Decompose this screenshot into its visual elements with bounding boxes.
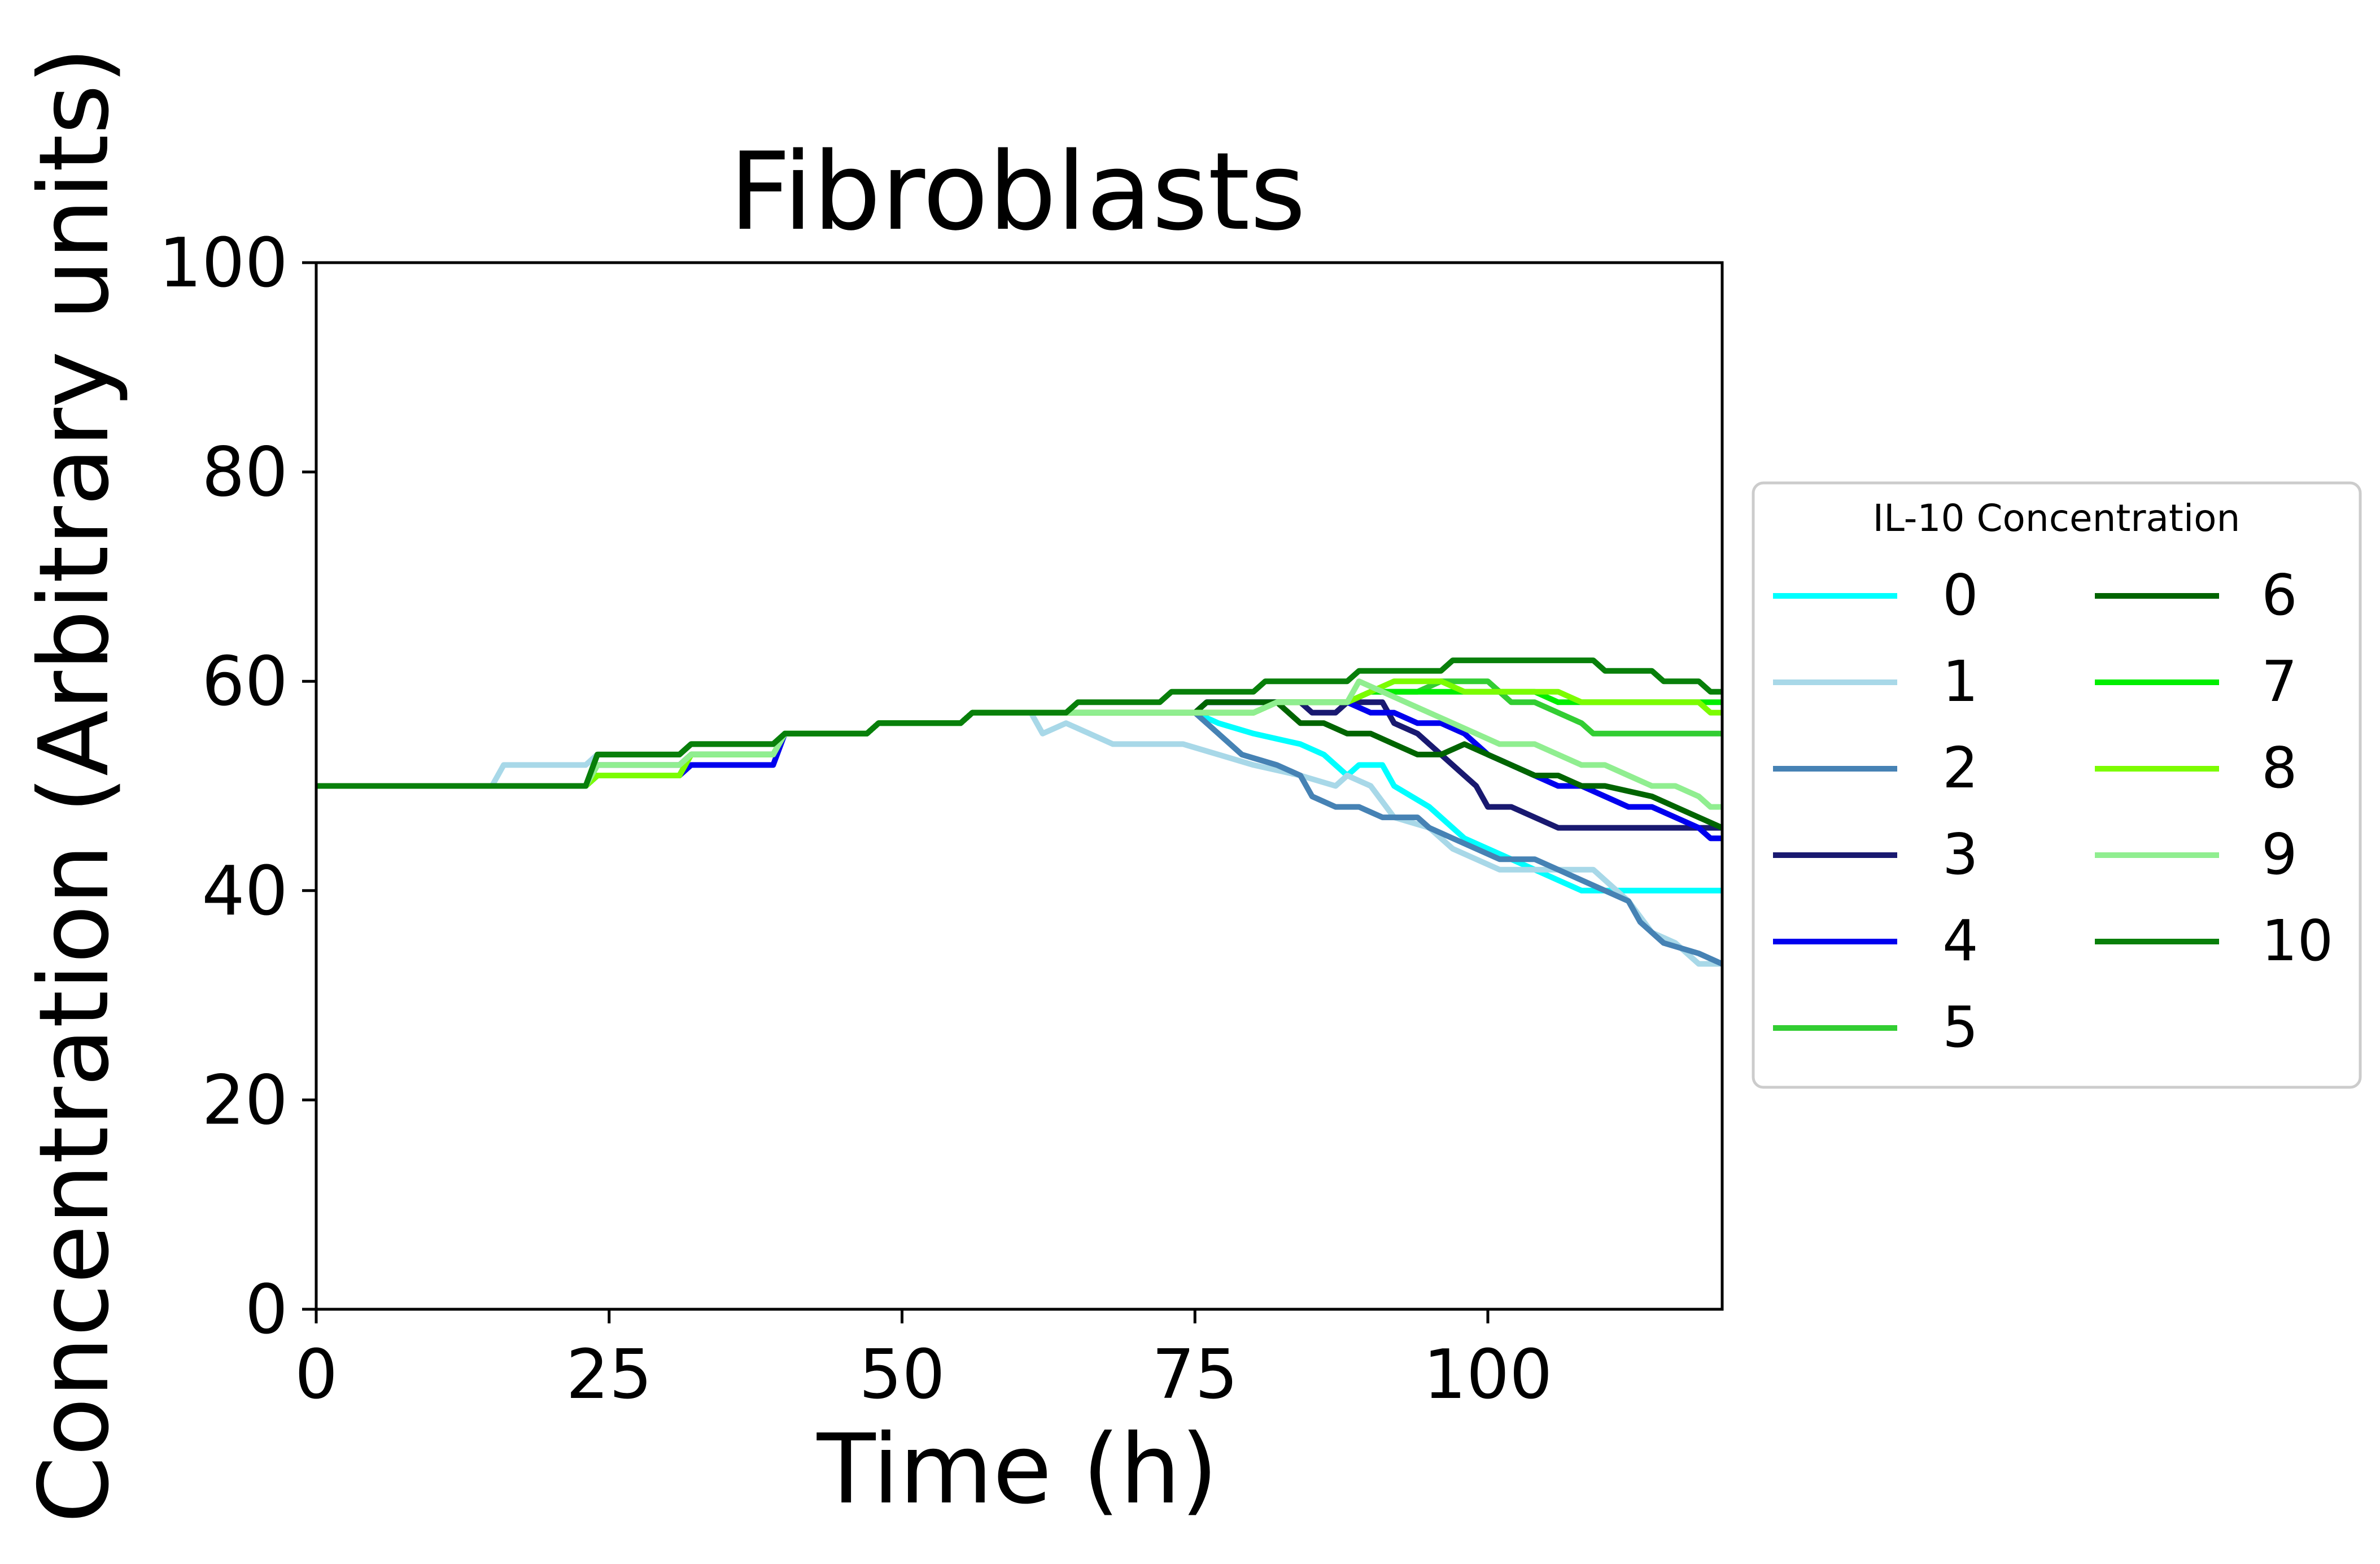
y-tick-label: 60 — [202, 643, 288, 721]
legend-label-5: 5 — [1942, 994, 1979, 1060]
series-line-4 — [316, 699, 1722, 842]
legend: IL-10 Concentration 0 1 2 3 4 5 6 7 8 9 10 — [1752, 481, 2362, 1089]
legend-items: 0 1 2 3 4 5 6 7 8 9 10 — [1773, 562, 2333, 1060]
x-tick-label: 0 — [295, 1336, 338, 1414]
x-tick-label: 50 — [859, 1336, 945, 1414]
x-axis-label: Time (h) — [816, 1414, 1218, 1526]
series-line-9 — [316, 678, 1722, 810]
legend-box — [1752, 481, 2362, 1089]
y-tick-label: 20 — [202, 1061, 288, 1140]
legend-label-7: 7 — [2261, 648, 2298, 715]
legend-title: IL-10 Concentration — [1873, 496, 2241, 540]
y-axis: 0 20 40 60 80 100 — [159, 224, 316, 1349]
legend-label-2: 2 — [1942, 735, 1979, 801]
y-tick-label: 80 — [202, 434, 288, 512]
legend-label-3: 3 — [1942, 821, 1979, 887]
series-line-7 — [316, 689, 1722, 789]
legend-label-0: 0 — [1942, 562, 1979, 628]
y-tick-label: 100 — [159, 224, 288, 303]
y-tick-label: 0 — [245, 1271, 288, 1349]
legend-label-1: 1 — [1942, 648, 1979, 715]
chart-title: Fibroblasts — [729, 129, 1305, 254]
x-tick-label: 25 — [566, 1336, 652, 1414]
series-line-0 — [316, 709, 1722, 894]
legend-label-9: 9 — [2261, 821, 2298, 887]
series-line-1 — [316, 709, 1722, 967]
x-axis: 0 25 50 75 100 — [295, 1309, 1553, 1414]
y-tick-label: 40 — [202, 852, 288, 931]
legend-label-8: 8 — [2261, 735, 2298, 801]
x-tick-label: 75 — [1152, 1336, 1238, 1414]
legend-label-6: 6 — [2261, 562, 2298, 628]
plot-area — [316, 657, 1724, 967]
plot-frame — [315, 261, 1724, 1311]
x-tick-label: 100 — [1423, 1336, 1552, 1414]
legend-label-10: 10 — [2261, 908, 2333, 974]
y-axis-label: Concentration (Arbitrary units) — [19, 47, 130, 1523]
series-line-5 — [316, 678, 1722, 789]
legend-label-4: 4 — [1942, 908, 1979, 974]
series-line-2 — [316, 709, 1724, 967]
series-line-10 — [316, 657, 1722, 789]
series-line-8 — [316, 678, 1722, 789]
